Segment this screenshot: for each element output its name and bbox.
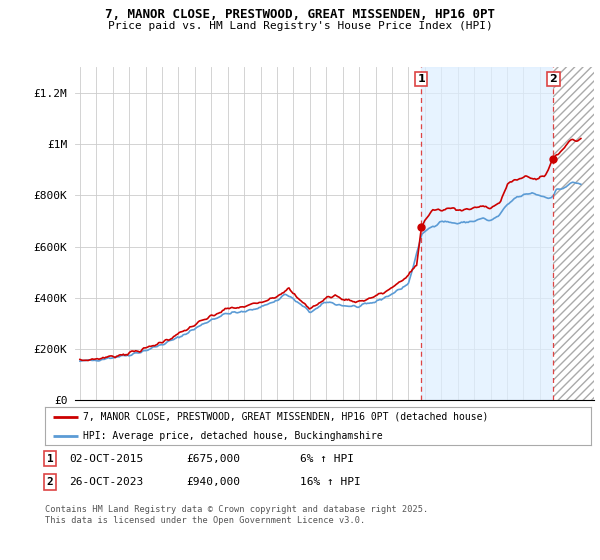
- Text: 16% ↑ HPI: 16% ↑ HPI: [300, 477, 361, 487]
- Text: 26-OCT-2023: 26-OCT-2023: [69, 477, 143, 487]
- Text: 2: 2: [550, 74, 557, 84]
- Text: Contains HM Land Registry data © Crown copyright and database right 2025.
This d: Contains HM Land Registry data © Crown c…: [45, 505, 428, 525]
- Text: 02-OCT-2015: 02-OCT-2015: [69, 454, 143, 464]
- Text: 7, MANOR CLOSE, PRESTWOOD, GREAT MISSENDEN, HP16 0PT (detached house): 7, MANOR CLOSE, PRESTWOOD, GREAT MISSEND…: [83, 412, 488, 422]
- Text: £940,000: £940,000: [186, 477, 240, 487]
- Text: 1: 1: [47, 454, 53, 464]
- Bar: [553, 67, 594, 400]
- Text: 1: 1: [418, 74, 425, 84]
- Text: 2: 2: [47, 477, 53, 487]
- Bar: [553, 67, 594, 400]
- Text: £675,000: £675,000: [186, 454, 240, 464]
- Bar: [421, 67, 553, 400]
- Text: HPI: Average price, detached house, Buckinghamshire: HPI: Average price, detached house, Buck…: [83, 431, 383, 441]
- Text: 6% ↑ HPI: 6% ↑ HPI: [300, 454, 354, 464]
- Text: 7, MANOR CLOSE, PRESTWOOD, GREAT MISSENDEN, HP16 0PT: 7, MANOR CLOSE, PRESTWOOD, GREAT MISSEND…: [105, 8, 495, 21]
- Text: Price paid vs. HM Land Registry's House Price Index (HPI): Price paid vs. HM Land Registry's House …: [107, 21, 493, 31]
